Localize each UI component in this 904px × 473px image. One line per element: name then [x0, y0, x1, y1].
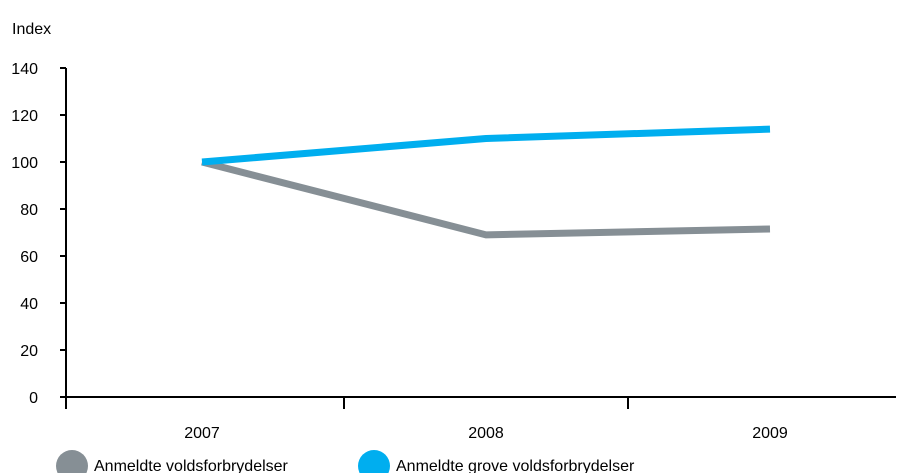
y-tick-label: 40 [20, 296, 38, 313]
y-tick-label: 100 [11, 155, 38, 172]
y-axis: 0 20 40 60 80 100 120 140 [11, 61, 67, 407]
y-tick-label: 80 [20, 202, 38, 219]
x-axis: 2007 2008 2009 [65, 396, 896, 442]
series-layer [201, 125, 771, 239]
series-line-2 [201, 125, 771, 166]
series-line-1 [201, 158, 771, 239]
y-axis-title: Index [12, 21, 51, 38]
y-tick-label: 60 [20, 249, 38, 266]
legend-label: Anmeldte grove voldsforbrydelser [396, 458, 635, 473]
y-tick-label: 140 [11, 61, 38, 78]
legend-swatch [358, 450, 390, 473]
legend-swatch [56, 450, 88, 473]
x-tick-label: 2008 [468, 425, 504, 442]
y-tick-label: 20 [20, 343, 38, 360]
x-tick-label: 2007 [184, 425, 220, 442]
legend-item: Anmeldte grove voldsforbrydelser [358, 450, 635, 473]
y-tick-label: 120 [11, 108, 38, 125]
y-tick-label: 0 [29, 390, 38, 407]
legend: Anmeldte voldsforbrydelser Anmeldte grove… [56, 450, 635, 473]
x-tick-label: 2009 [752, 425, 788, 442]
legend-item: Anmeldte voldsforbrydelser [56, 450, 289, 473]
legend-label: Anmeldte voldsforbrydelser [94, 458, 289, 473]
